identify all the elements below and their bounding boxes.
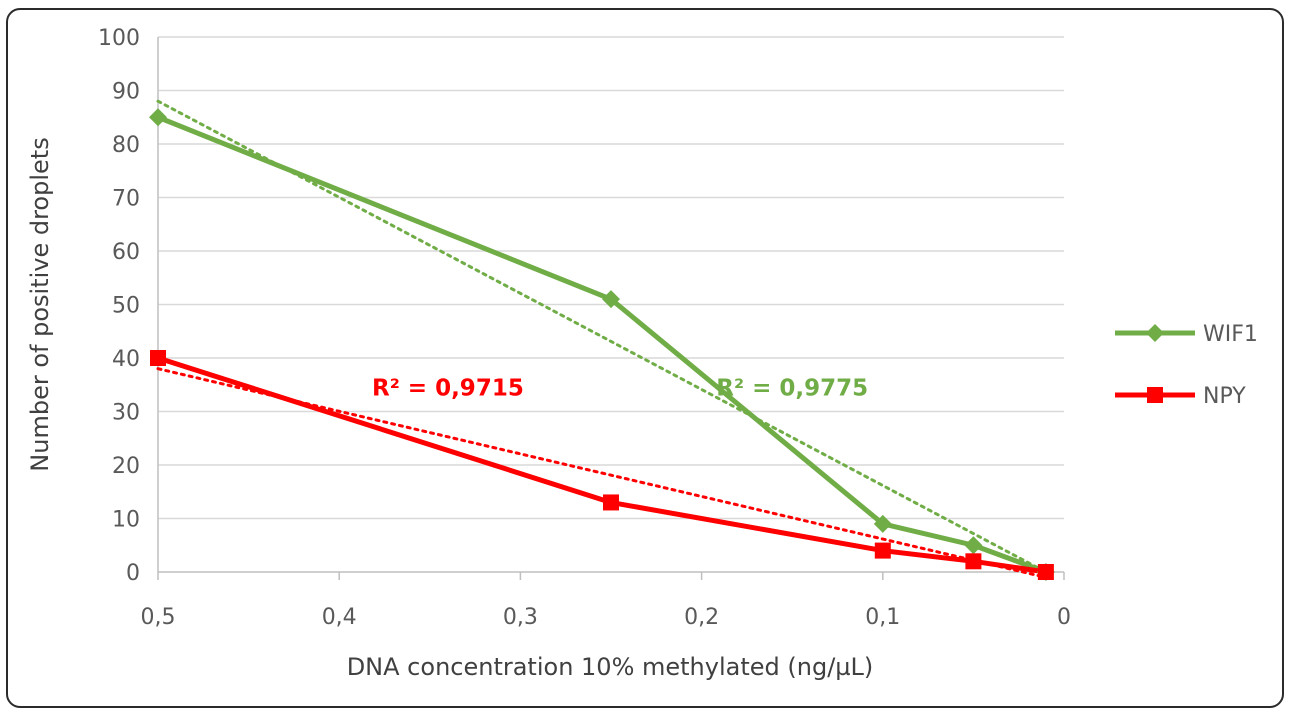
- x-tick-label: 0,2: [684, 605, 719, 630]
- legend: WIF1 NPY: [1115, 322, 1258, 409]
- series-lines: [157, 114, 1047, 575]
- legend-label-npy: NPY: [1203, 384, 1246, 409]
- y-tick-label: 60: [112, 240, 140, 265]
- data-point-npy: [1037, 564, 1054, 580]
- x-axis-label: DNA concentration 10% methylated (ng/µL): [347, 653, 874, 681]
- series-markers: [149, 108, 1055, 581]
- data-point-npy: [150, 350, 166, 366]
- data-point-wif1: [149, 108, 167, 127]
- r-squared-labels: R² = 0,9775 R² = 0,9715: [372, 375, 868, 401]
- x-tick-label: 0: [1057, 605, 1071, 630]
- x-tick-label: 0,5: [141, 605, 176, 630]
- y-tick-label: 50: [112, 294, 140, 319]
- grid-lines: [158, 36, 1064, 520]
- r-squared-label-npy: R² = 0,9715: [372, 375, 524, 401]
- y-tick-label: 80: [112, 133, 140, 158]
- data-point-wif1: [964, 536, 983, 555]
- y-tick-label: 10: [112, 508, 140, 533]
- r-squared-label-wif1: R² = 0,9775: [716, 375, 868, 401]
- series-line-wif1: [157, 114, 1047, 575]
- data-point-wif1: [602, 290, 620, 309]
- y-tick-label: 0: [126, 561, 140, 586]
- data-point-npy: [603, 494, 619, 511]
- y-tick-label: 70: [112, 187, 140, 212]
- legend-marker-wif1: [1146, 324, 1164, 342]
- line-chart: 0 10 20 30 40 50 60 70 80 90 100 0,5 0,4 0,3 0,2 0,1 0 …: [26, 26, 1258, 681]
- x-tick-label: 0,4: [322, 605, 357, 630]
- legend-label-wif1: WIF1: [1203, 322, 1258, 347]
- y-tick-labels: 0 10 20 30 40 50 60 70 80 90 100: [98, 26, 140, 586]
- y-tick-label: 20: [112, 454, 140, 479]
- x-tick-label: 0,1: [865, 605, 900, 630]
- y-tick-label: 30: [112, 401, 140, 426]
- x-tick-label: 0,3: [503, 605, 538, 630]
- trendline-wif1: [156, 99, 1048, 574]
- data-point-npy: [965, 553, 982, 570]
- data-point-npy: [874, 542, 891, 559]
- data-point-wif1: [873, 514, 892, 533]
- y-tick-label: 90: [112, 80, 140, 105]
- x-tick-labels: 0,5 0,4 0,3 0,2 0,1 0: [141, 605, 1072, 630]
- y-axis-label: Number of positive droplets: [26, 137, 54, 471]
- legend-marker-npy: [1147, 387, 1163, 403]
- y-tick-label: 100: [98, 26, 140, 51]
- y-tick-label: 40: [112, 347, 140, 372]
